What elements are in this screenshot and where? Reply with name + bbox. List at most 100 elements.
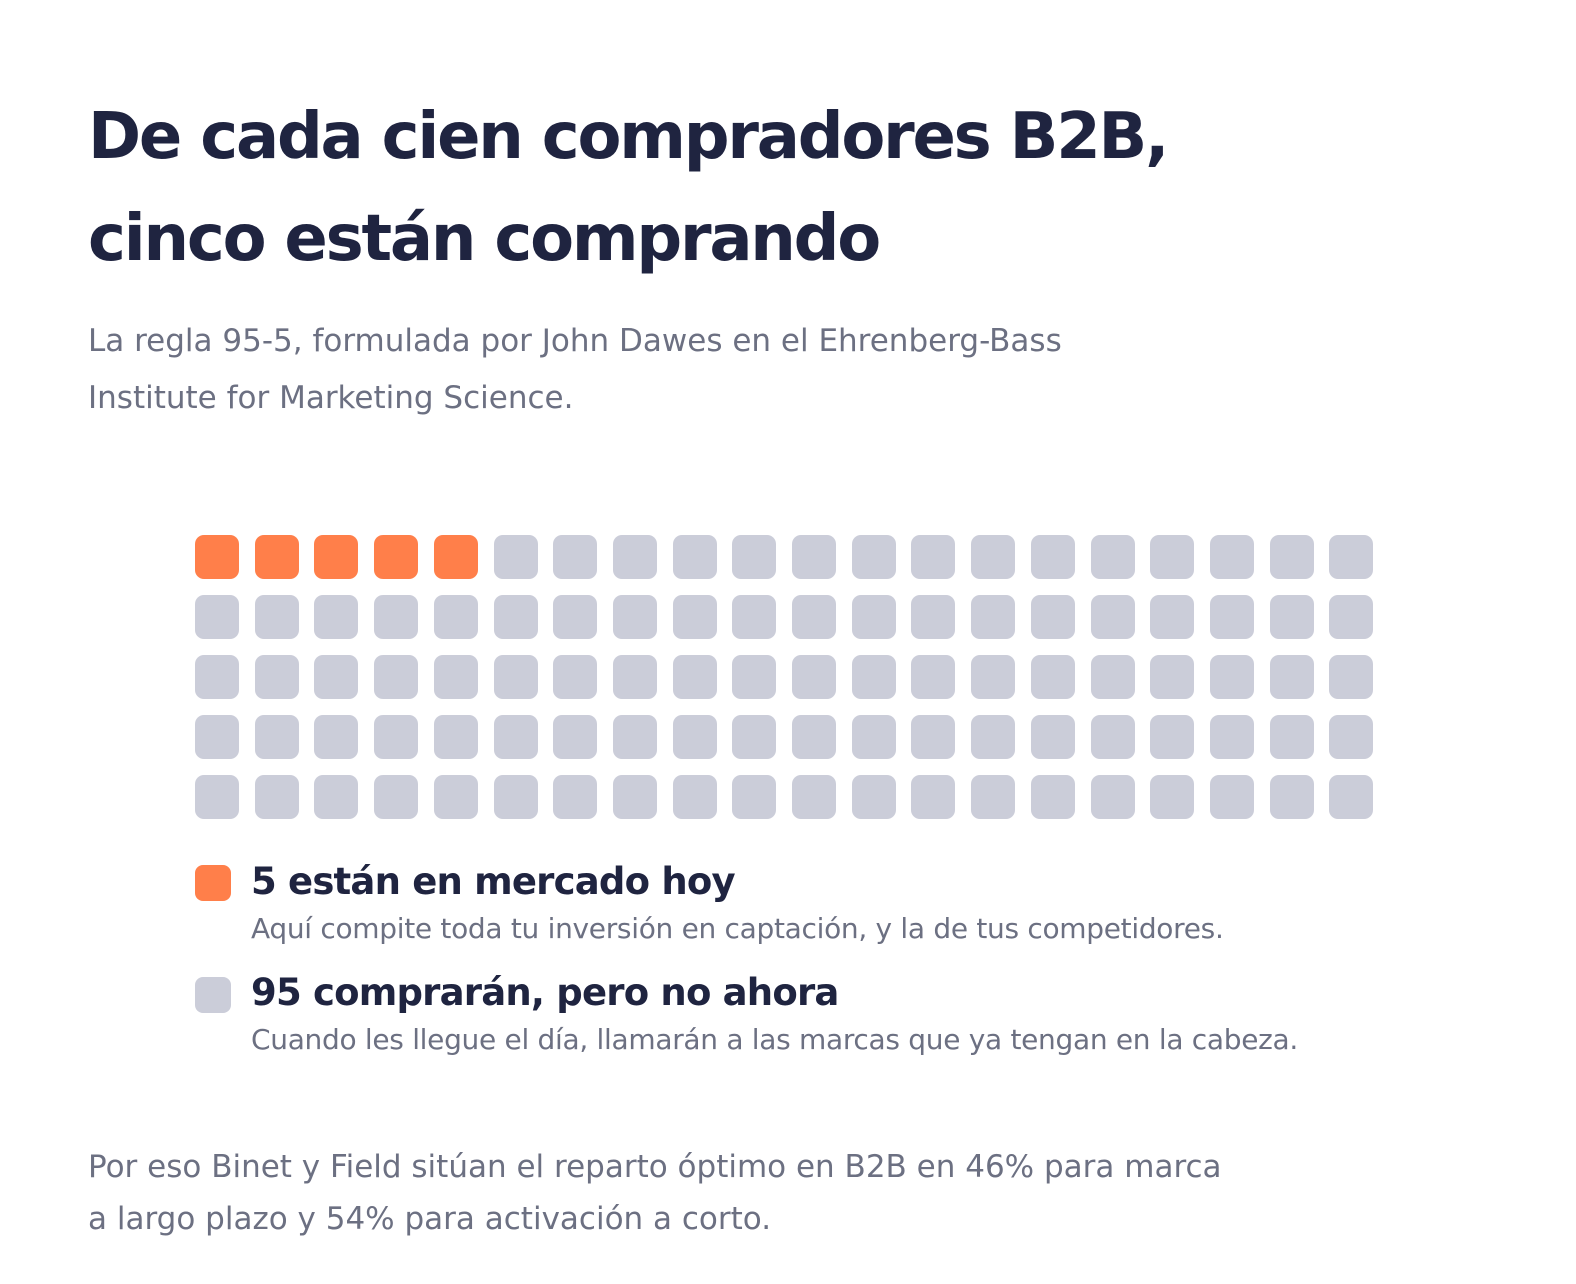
waffle-cell-in-market [255, 535, 299, 579]
waffle-cell-future [1031, 655, 1075, 699]
waffle-cell-future [434, 655, 478, 699]
waffle-cell-future [971, 775, 1015, 819]
page-title-line-2: cinco están comprando [88, 202, 881, 276]
waffle-cell-future [732, 535, 776, 579]
waffle-cell-future [613, 715, 657, 759]
waffle-cell-future [1091, 775, 1135, 819]
waffle-cell-future [852, 655, 896, 699]
footer-note-line-1: Por eso Binet y Field sitúan el reparto … [88, 1149, 1222, 1185]
waffle-cell-future [314, 595, 358, 639]
footer-note: Por eso Binet y Field sitúan el reparto … [88, 1141, 1388, 1245]
legend-swatch-future [195, 977, 231, 1013]
waffle-cell-future [911, 595, 955, 639]
waffle-cell-future [1150, 535, 1194, 579]
waffle-cell-future [434, 775, 478, 819]
waffle-cell-future [434, 595, 478, 639]
waffle-cell-future [732, 595, 776, 639]
waffle-cell-future [314, 775, 358, 819]
waffle-cell-future [195, 595, 239, 639]
waffle-cell-future [1210, 715, 1254, 759]
page-title-line-1: De cada cien compradores B2B, [88, 100, 1169, 174]
waffle-cell-in-market [195, 535, 239, 579]
waffle-cell-future [792, 775, 836, 819]
waffle-cell-future [195, 715, 239, 759]
waffle-cell-future [971, 535, 1015, 579]
waffle-cell-future [1150, 775, 1194, 819]
waffle-cell-future [1091, 715, 1135, 759]
waffle-cell-future [1329, 655, 1373, 699]
waffle-cell-future [374, 655, 418, 699]
waffle-cell-future [1150, 595, 1194, 639]
waffle-cell-future [494, 775, 538, 819]
footer-note-line-2: a largo plazo y 54% para activación a co… [88, 1201, 772, 1237]
waffle-cell-future [1210, 595, 1254, 639]
waffle-cell-future [673, 655, 717, 699]
waffle-cell-future [732, 715, 776, 759]
waffle-cell-future [1031, 775, 1075, 819]
waffle-cell-future [613, 535, 657, 579]
waffle-cell-future [255, 715, 299, 759]
waffle-cell-future [673, 535, 717, 579]
waffle-cell-future [673, 595, 717, 639]
waffle-cell-future [553, 535, 597, 579]
waffle-cell-future [374, 595, 418, 639]
waffle-cell-future [494, 655, 538, 699]
waffle-cell-future [1270, 775, 1314, 819]
waffle-cell-future [314, 715, 358, 759]
waffle-cell-future [494, 715, 538, 759]
legend-title-future: 95 comprarán, pero no ahora [251, 971, 839, 1014]
waffle-cell-future [1210, 535, 1254, 579]
waffle-cell-future [195, 775, 239, 819]
waffle-cell-future [792, 595, 836, 639]
waffle-cell-future [613, 595, 657, 639]
waffle-cell-future [314, 655, 358, 699]
waffle-cell-future [852, 535, 896, 579]
waffle-cell-future [1329, 775, 1373, 819]
waffle-cell-future [911, 535, 955, 579]
waffle-cell-future [971, 655, 1015, 699]
waffle-cell-future [374, 775, 418, 819]
waffle-cell-future [613, 775, 657, 819]
waffle-cell-future [374, 715, 418, 759]
waffle-cell-future [1091, 595, 1135, 639]
waffle-cell-future [1210, 655, 1254, 699]
waffle-cell-future [553, 715, 597, 759]
waffle-cell-future [971, 715, 1015, 759]
waffle-cell-future [673, 775, 717, 819]
page-subtitle-line-2: Institute for Marketing Science. [88, 380, 574, 416]
waffle-cell-future [1091, 535, 1135, 579]
waffle-cell-future [613, 655, 657, 699]
legend-description-in-market: Aquí compite toda tu inversión en captac… [251, 912, 1224, 945]
waffle-cell-future [1270, 715, 1314, 759]
waffle-cell-future [911, 655, 955, 699]
waffle-cell-future [792, 535, 836, 579]
waffle-cell-future [255, 595, 299, 639]
page-subtitle-line-1: La regla 95-5, formulada por John Dawes … [88, 323, 1062, 359]
legend-swatch-in-market [195, 865, 231, 901]
waffle-cell-future [494, 535, 538, 579]
waffle-cell-future [673, 715, 717, 759]
waffle-cell-future [255, 775, 299, 819]
waffle-cell-future [911, 715, 955, 759]
waffle-cell-future [1091, 655, 1135, 699]
waffle-cell-future [1031, 535, 1075, 579]
waffle-cell-in-market [314, 535, 358, 579]
waffle-cell-future [255, 655, 299, 699]
waffle-cell-future [852, 715, 896, 759]
legend-description-future: Cuando les llegue el día, llamarán a las… [251, 1023, 1298, 1056]
waffle-cell-future [434, 715, 478, 759]
waffle-cell-future [1329, 595, 1373, 639]
waffle-cell-in-market [434, 535, 478, 579]
waffle-cell-future [732, 655, 776, 699]
waffle-cell-future [1031, 595, 1075, 639]
waffle-cell-future [494, 595, 538, 639]
legend-title-in-market: 5 están en mercado hoy [251, 860, 736, 903]
waffle-cell-future [1150, 655, 1194, 699]
waffle-cell-future [911, 775, 955, 819]
waffle-cell-future [852, 595, 896, 639]
waffle-cell-future [1150, 715, 1194, 759]
waffle-cell-future [732, 775, 776, 819]
waffle-cell-future [1329, 535, 1373, 579]
waffle-chart [195, 535, 1375, 819]
waffle-cell-in-market [374, 535, 418, 579]
